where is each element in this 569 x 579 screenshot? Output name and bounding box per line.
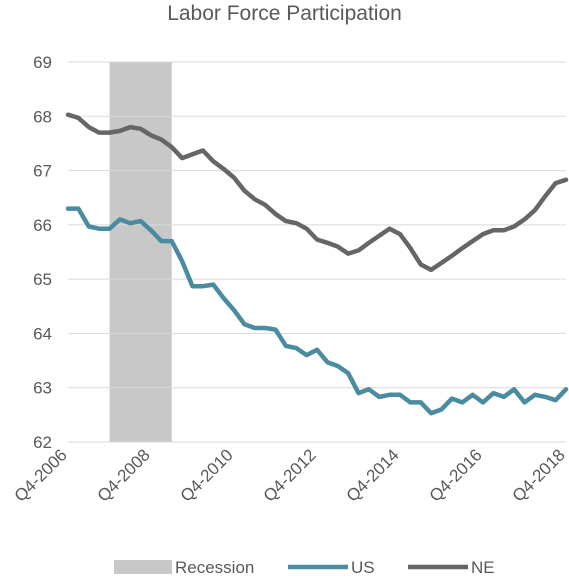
legend-label-us: US: [351, 558, 375, 577]
y-tick-label: 65: [33, 270, 52, 289]
x-tick-label: Q4-2014: [343, 445, 403, 505]
recession-band: [110, 62, 172, 442]
y-tick-label: 68: [33, 107, 52, 126]
y-tick-label: 67: [33, 162, 52, 181]
y-tick-label: 69: [33, 53, 52, 72]
y-tick-label: 66: [33, 216, 52, 235]
x-tick-label: Q4-2012: [260, 445, 320, 505]
x-tick-label: Q4-2006: [11, 445, 71, 505]
y-tick-label: 64: [33, 324, 52, 343]
y-tick-label: 63: [33, 379, 52, 398]
legend-swatch-recession: [114, 560, 172, 574]
x-tick-label: Q4-2010: [177, 445, 237, 505]
y-tick-label: 62: [33, 433, 52, 452]
x-tick-label: Q4-2018: [509, 445, 569, 505]
x-tick-label: Q4-2008: [94, 445, 154, 505]
legend-label-ne: NE: [471, 558, 495, 577]
legend-label-recession: Recession: [175, 558, 254, 577]
x-tick-label: Q4-2016: [426, 445, 486, 505]
